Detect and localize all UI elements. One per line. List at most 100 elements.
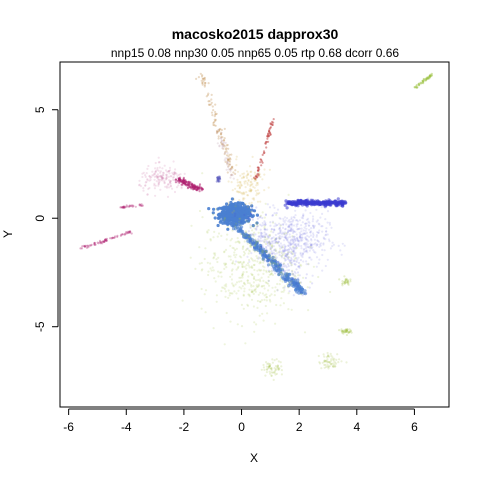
data-point bbox=[277, 368, 280, 371]
data-point bbox=[224, 262, 227, 265]
data-point bbox=[231, 292, 234, 295]
data-point bbox=[286, 232, 289, 235]
data-point bbox=[263, 298, 266, 301]
data-point bbox=[163, 180, 166, 183]
data-point bbox=[288, 229, 291, 232]
data-point bbox=[253, 177, 256, 180]
data-point bbox=[260, 269, 263, 272]
data-point bbox=[278, 232, 281, 235]
data-point bbox=[220, 131, 223, 134]
data-point bbox=[329, 247, 332, 250]
data-point bbox=[287, 308, 290, 311]
data-point bbox=[281, 250, 284, 253]
data-point bbox=[301, 217, 305, 220]
data-point bbox=[240, 280, 243, 283]
data-point bbox=[309, 231, 312, 234]
data-point bbox=[288, 225, 291, 228]
data-point bbox=[307, 309, 310, 312]
data-point bbox=[264, 202, 267, 205]
data-point bbox=[320, 201, 325, 205]
data-point bbox=[305, 238, 308, 241]
data-point bbox=[248, 234, 252, 238]
data-point bbox=[297, 242, 300, 245]
data-point bbox=[305, 263, 308, 266]
data-point bbox=[261, 245, 264, 249]
data-point bbox=[247, 172, 250, 175]
data-point bbox=[256, 285, 260, 288]
data-point bbox=[261, 221, 264, 225]
data-point bbox=[279, 361, 282, 364]
data-point bbox=[303, 232, 306, 235]
data-point bbox=[173, 190, 177, 194]
data-point bbox=[248, 233, 251, 236]
data-point bbox=[217, 256, 220, 259]
data-point bbox=[281, 265, 284, 268]
data-point bbox=[324, 264, 327, 268]
data-point bbox=[229, 258, 232, 261]
data-point bbox=[291, 246, 295, 249]
data-point bbox=[229, 320, 232, 323]
data-point bbox=[308, 224, 311, 227]
data-point bbox=[242, 245, 245, 248]
data-point bbox=[124, 205, 127, 209]
data-point bbox=[222, 139, 226, 142]
data-point bbox=[249, 181, 252, 184]
data-point bbox=[281, 263, 284, 266]
data-point bbox=[255, 228, 258, 231]
data-point bbox=[287, 240, 290, 243]
data-point bbox=[252, 259, 255, 262]
data-point bbox=[336, 197, 340, 201]
data-point bbox=[264, 213, 267, 216]
data-point bbox=[268, 241, 271, 244]
data-point bbox=[302, 252, 305, 255]
data-point bbox=[151, 170, 154, 173]
data-point bbox=[272, 221, 275, 224]
data-point bbox=[285, 233, 288, 236]
data-point bbox=[216, 260, 219, 264]
data-point bbox=[211, 114, 214, 117]
data-point bbox=[198, 190, 201, 193]
data-point bbox=[271, 260, 275, 264]
data-point bbox=[303, 331, 307, 334]
data-point bbox=[85, 246, 89, 249]
data-point bbox=[286, 238, 289, 242]
data-point bbox=[283, 232, 286, 235]
data-point bbox=[312, 226, 316, 229]
data-point bbox=[182, 177, 185, 180]
data-point bbox=[269, 221, 272, 224]
data-point bbox=[349, 329, 352, 332]
data-point bbox=[252, 209, 257, 213]
data-point bbox=[252, 277, 255, 280]
y-tick-label: 0 bbox=[33, 215, 47, 222]
data-point bbox=[275, 265, 278, 269]
data-point bbox=[276, 288, 279, 291]
data-point bbox=[240, 184, 243, 187]
data-point bbox=[280, 254, 283, 257]
data-point bbox=[273, 367, 276, 370]
data-point bbox=[267, 140, 270, 143]
data-point bbox=[327, 367, 330, 370]
data-point bbox=[248, 235, 251, 238]
data-point bbox=[301, 254, 304, 257]
data-point bbox=[285, 254, 288, 257]
data-point bbox=[270, 244, 274, 247]
data-point bbox=[266, 134, 269, 137]
data-point bbox=[249, 223, 252, 226]
data-point bbox=[296, 238, 299, 241]
data-point bbox=[276, 240, 279, 244]
data-point bbox=[269, 259, 272, 262]
data-point bbox=[270, 272, 273, 275]
data-point bbox=[293, 249, 296, 252]
data-point bbox=[212, 269, 215, 272]
data-point bbox=[279, 229, 282, 232]
data-point bbox=[223, 151, 227, 155]
data-point bbox=[288, 200, 293, 204]
data-point bbox=[339, 249, 342, 252]
data-point bbox=[244, 206, 248, 210]
data-point bbox=[258, 253, 261, 256]
data-point bbox=[293, 246, 296, 249]
data-point bbox=[233, 251, 236, 254]
data-point bbox=[229, 255, 232, 258]
data-point bbox=[287, 229, 290, 232]
data-point bbox=[216, 178, 219, 181]
